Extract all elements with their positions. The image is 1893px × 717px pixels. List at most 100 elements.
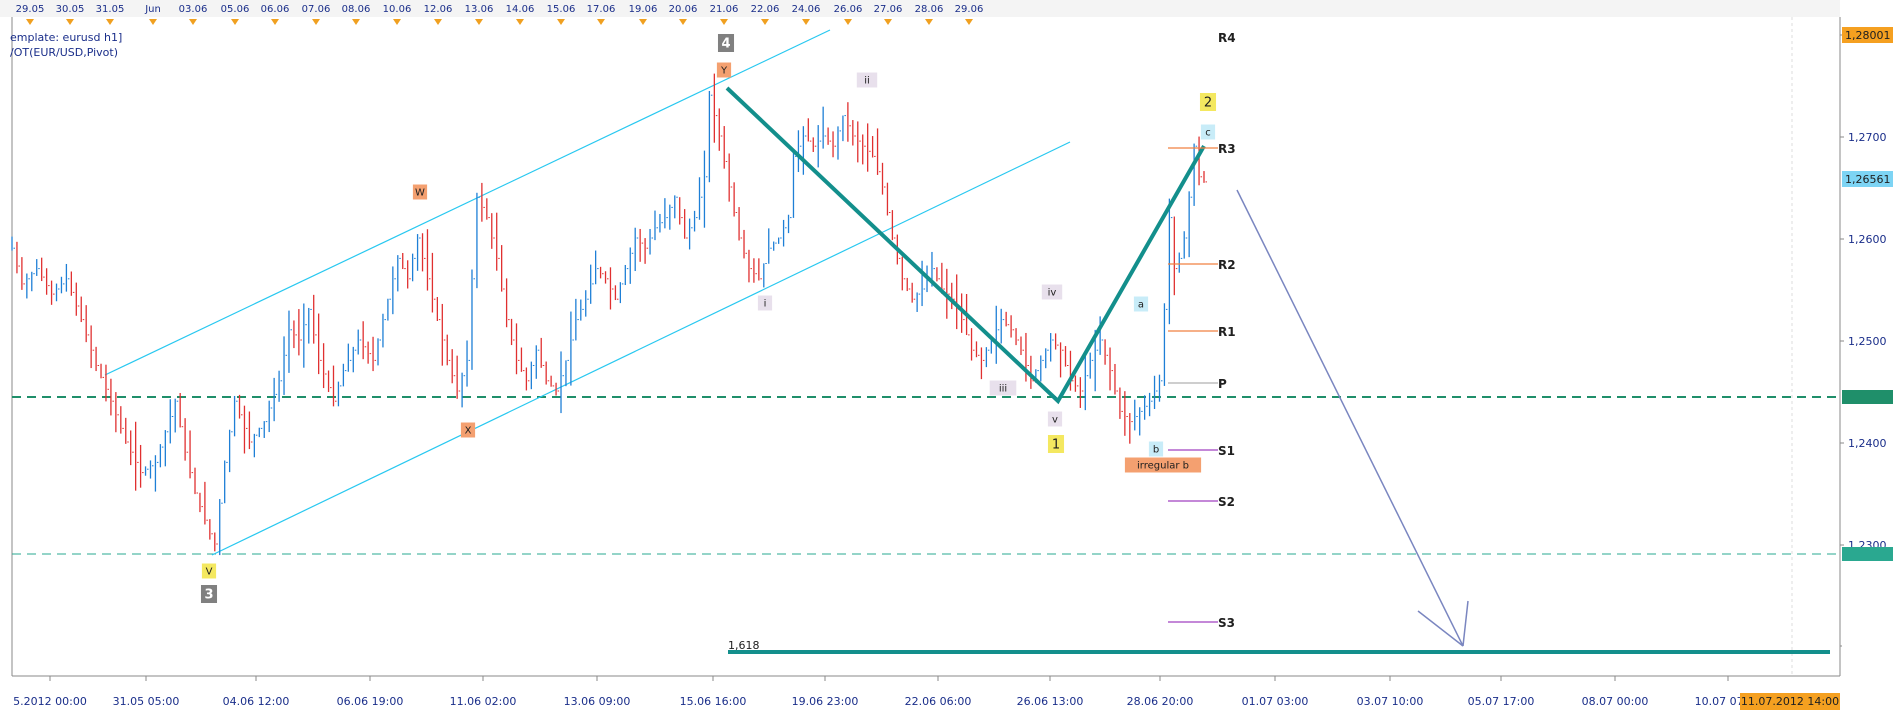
wave-label-box — [412, 184, 428, 200]
top-price-box — [1842, 27, 1893, 43]
top-price-label: 1,28001 — [1845, 29, 1891, 42]
top-date-marker — [639, 19, 647, 25]
wave-label: V — [206, 567, 213, 578]
x-tick-label: 13.06 09:00 — [564, 695, 631, 708]
top-date-marker — [271, 19, 279, 25]
top-date-label: 30.05 — [56, 4, 85, 15]
wave-label-box — [757, 295, 773, 311]
wave-label: irregular b — [1137, 461, 1189, 472]
top-date-label: 26.06 — [834, 4, 863, 15]
trend-channel — [104, 29, 1071, 556]
indicator-label: /OT(EUR/USD,Pivot) — [10, 46, 118, 59]
top-date-marker — [312, 19, 320, 25]
wave-label-box — [716, 62, 732, 78]
top-date-marker — [925, 19, 933, 25]
x-tick-label: 06.06 19:00 — [337, 695, 404, 708]
top-date-label: 13.06 — [465, 4, 494, 15]
top-date-label: 31.05 — [96, 4, 125, 15]
top-date-marker — [189, 19, 197, 25]
wave-label-box — [1200, 124, 1216, 140]
top-date-label: 07.06 — [302, 4, 331, 15]
top-date-label: 20.06 — [669, 4, 698, 15]
wave-label: 4 — [721, 37, 730, 52]
top-date-marker — [844, 19, 852, 25]
cursor-date-box — [1740, 693, 1840, 710]
wave-label: a — [1138, 300, 1144, 311]
wave-line — [725, 86, 1206, 405]
line-price-box — [1842, 547, 1893, 561]
top-date-label: 08.06 — [342, 4, 371, 15]
line-price-box — [1842, 390, 1893, 404]
top-date-marker — [761, 19, 769, 25]
wave-label: iii — [999, 384, 1007, 395]
pivot-label: R1 — [1218, 325, 1236, 339]
top-date-label: 15.06 — [547, 4, 576, 15]
top-date-marker — [802, 19, 810, 25]
wave-label-box — [1047, 435, 1065, 453]
template-label: emplate: eurusd h1] — [10, 31, 122, 44]
x-tick-label: 5.2012 00:00 — [13, 695, 87, 708]
top-date-label: 19.06 — [629, 4, 658, 15]
wave-label-box — [1199, 93, 1217, 111]
top-date-label: 24.06 — [792, 4, 821, 15]
top-date-label: 29.06 — [955, 4, 984, 15]
wave-label: c — [1205, 128, 1211, 139]
x-tick-label: 11.06 02:00 — [450, 695, 517, 708]
top-date-label: 21.06 — [710, 4, 739, 15]
line-price-box — [1842, 640, 1893, 654]
top-date-marker — [26, 19, 34, 25]
x-tick-label: 26.06 13:00 — [1017, 695, 1084, 708]
top-date-marker — [149, 19, 157, 25]
x-tick-label: 19.06 23:00 — [792, 695, 859, 708]
pivot-label: R2 — [1218, 258, 1236, 272]
wave-label: b — [1153, 445, 1159, 456]
x-tick-label: 04.06 12:00 — [223, 695, 290, 708]
pivot-label: S2 — [1218, 495, 1235, 509]
top-date-strip — [0, 0, 1840, 17]
price-candles — [11, 73, 1207, 556]
top-date-label: 12.06 — [424, 4, 453, 15]
top-date-marker — [516, 19, 524, 25]
top-date-label: 06.06 — [261, 4, 290, 15]
y-tick-label: 1,2600 — [1848, 233, 1887, 246]
x-tick-label: 05.07 17:00 — [1468, 695, 1535, 708]
wave-label: Y — [720, 66, 728, 77]
wave-label-box — [200, 585, 218, 603]
top-date-label: 05.06 — [221, 4, 250, 15]
top-date-marker — [597, 19, 605, 25]
wave-label: v — [1052, 415, 1058, 426]
current-price-box — [1842, 171, 1893, 187]
pivot-label: S3 — [1218, 616, 1235, 630]
wave-label: X — [465, 426, 472, 437]
y-tick-label: 1,2700 — [1848, 131, 1887, 144]
pivot-label: R4 — [1218, 31, 1236, 45]
top-date-label: 29.05 — [16, 4, 45, 15]
y-tick-label: 1,2500 — [1848, 335, 1887, 348]
wave-label-box — [1047, 411, 1063, 427]
top-date-marker — [557, 19, 565, 25]
pivot-label: S1 — [1218, 444, 1235, 458]
top-date-label: 14.06 — [506, 4, 535, 15]
top-date-label: 22.06 — [751, 4, 780, 15]
wave-label-box — [460, 422, 476, 438]
cursor-date-label: 11.07.2012 14:00 — [1741, 695, 1839, 708]
top-date-label: 10.06 — [383, 4, 412, 15]
top-date-marker — [66, 19, 74, 25]
projection-arrow — [1236, 189, 1469, 647]
pivot-label: R3 — [1218, 142, 1236, 156]
wave-label-box — [1124, 457, 1202, 473]
top-date-label: 17.06 — [587, 4, 616, 15]
pivot-label: P — [1218, 377, 1227, 391]
top-date-marker — [352, 19, 360, 25]
top-date-marker — [679, 19, 687, 25]
wave-label-box — [856, 72, 878, 88]
wave-label: iv — [1048, 288, 1057, 299]
current-price-label: 1,26561 — [1845, 173, 1891, 186]
wave-label-box — [717, 34, 735, 52]
x-tick-label: 31.05 05:00 — [113, 695, 180, 708]
fib-label: 1,618 — [728, 639, 760, 652]
top-date-marker — [231, 19, 239, 25]
wave-label-box — [201, 563, 217, 579]
wave-label-box — [1148, 441, 1164, 457]
